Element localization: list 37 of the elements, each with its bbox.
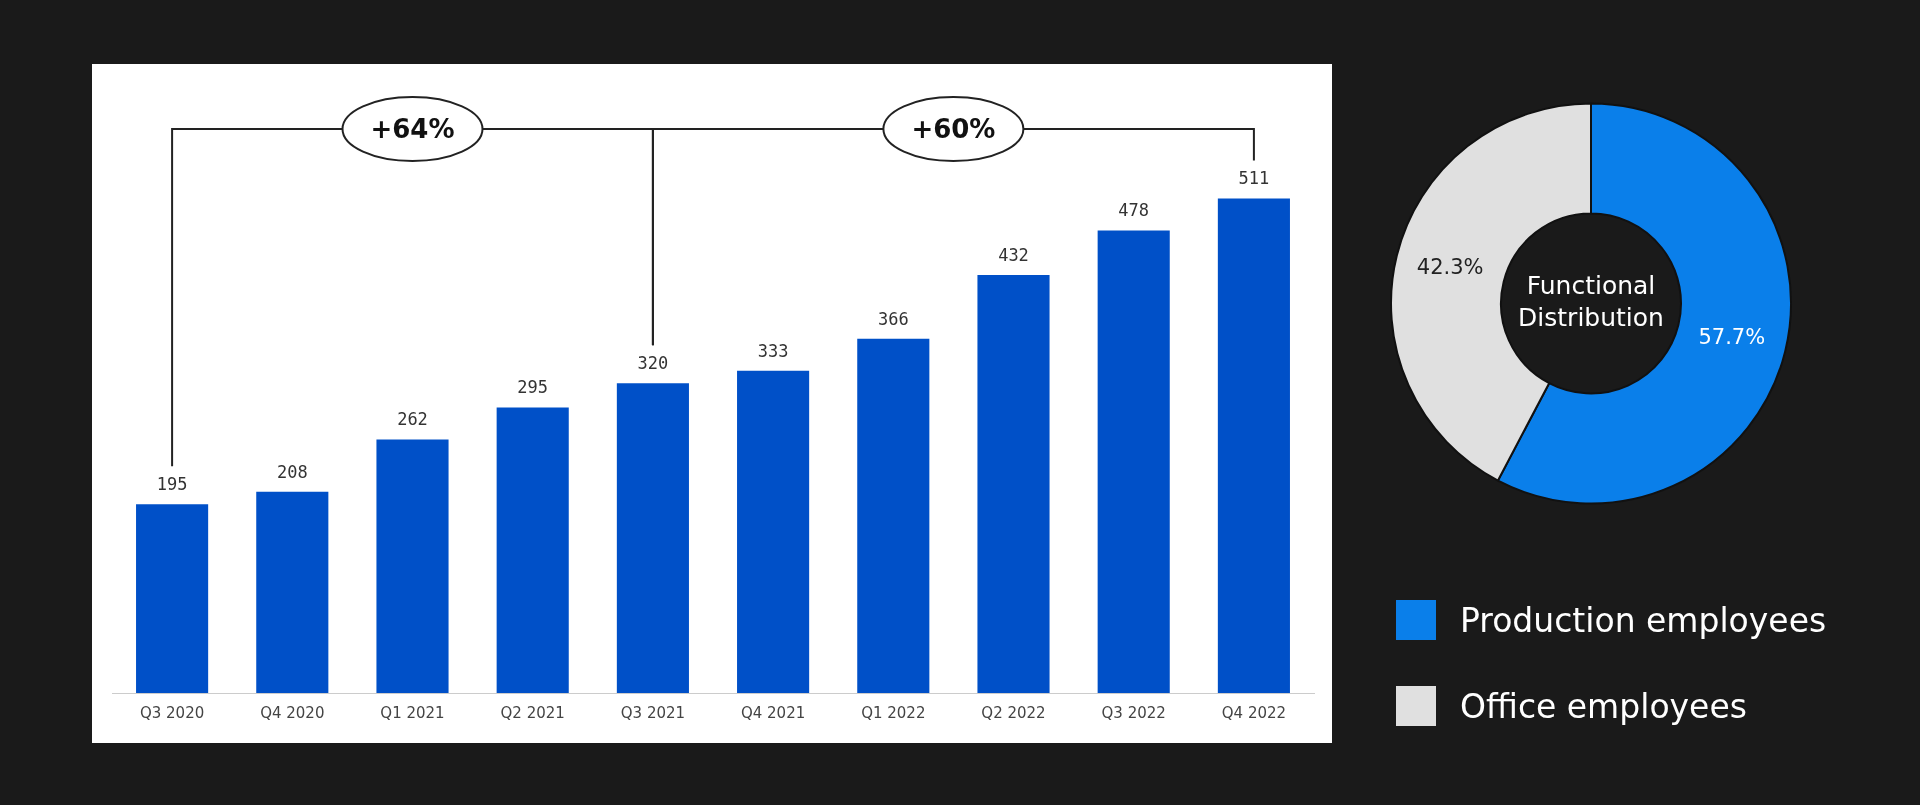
bar xyxy=(376,439,449,693)
bar xyxy=(1097,230,1170,693)
x-tick-label: Q3 2020 xyxy=(139,703,205,722)
x-tick-label: Q2 2022 xyxy=(981,703,1046,722)
bar xyxy=(616,383,689,693)
bar xyxy=(1217,198,1290,693)
legend-label: Office employees xyxy=(1460,686,1747,726)
bar xyxy=(136,504,209,693)
x-tick-label: Q2 2021 xyxy=(500,703,565,722)
text: Functional Distribution xyxy=(1518,271,1664,332)
bar xyxy=(496,407,569,693)
bar xyxy=(256,491,329,693)
data-label: 295 xyxy=(517,377,549,398)
oval-label: +64% xyxy=(341,96,484,162)
data-label: 208 xyxy=(276,461,308,482)
x-tick-label: Q3 2022 xyxy=(1101,703,1166,722)
data-label: 432 xyxy=(998,244,1029,265)
bar xyxy=(857,338,930,693)
data-label: 320 xyxy=(637,353,669,374)
bar xyxy=(737,370,810,693)
x-tick-label: Q1 2021 xyxy=(380,703,445,722)
oval-label: +60% xyxy=(882,96,1025,162)
x-tick-label: Q4 2022 xyxy=(1221,703,1287,722)
data-label: 195 xyxy=(156,474,188,495)
x-tick-label: Q3 2021 xyxy=(620,703,686,722)
x-tick-label: Q1 2022 xyxy=(861,703,926,722)
x-tick-label: Q4 2021 xyxy=(740,703,806,722)
data-label: 511 xyxy=(1238,168,1270,189)
bar xyxy=(977,274,1050,693)
data-label: 42.3% xyxy=(1416,255,1484,280)
data-label: 57.7% xyxy=(1698,324,1766,349)
data-label: 333 xyxy=(757,340,789,361)
data-label: 262 xyxy=(397,409,428,430)
data-label: 478 xyxy=(1118,200,1150,221)
x-tick-label: Q4 2020 xyxy=(260,703,325,722)
data-label: 366 xyxy=(877,308,909,329)
legend-label: Production employees xyxy=(1460,600,1827,640)
